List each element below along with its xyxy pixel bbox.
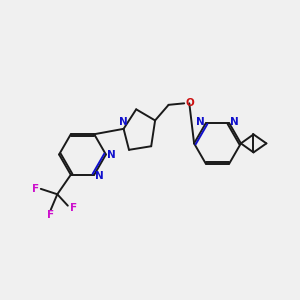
Text: N: N	[107, 149, 116, 160]
Text: F: F	[47, 210, 54, 220]
Text: O: O	[185, 98, 194, 108]
Text: F: F	[32, 184, 39, 194]
Text: N: N	[230, 117, 239, 127]
Text: F: F	[70, 203, 77, 213]
Text: N: N	[119, 117, 128, 127]
Text: N: N	[196, 117, 205, 127]
Text: N: N	[95, 171, 104, 181]
